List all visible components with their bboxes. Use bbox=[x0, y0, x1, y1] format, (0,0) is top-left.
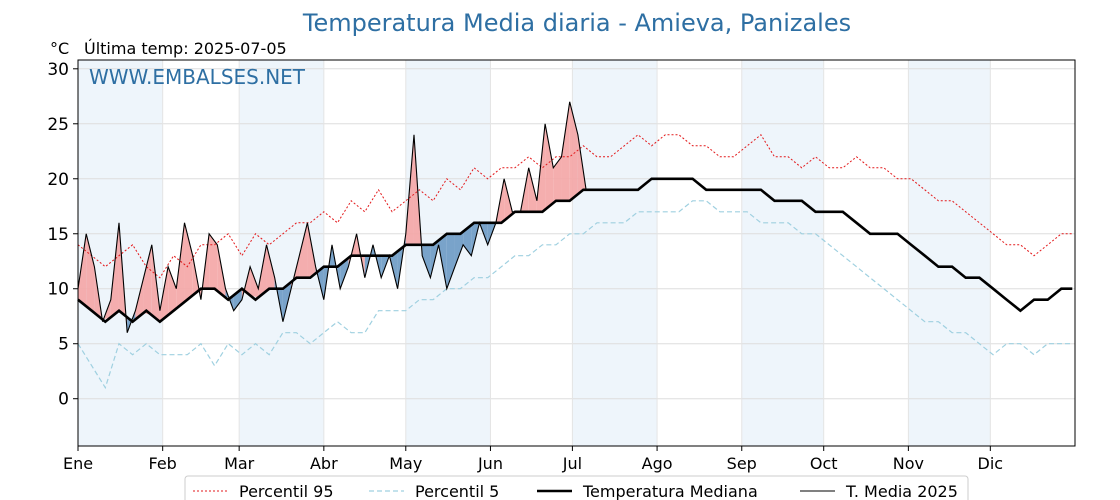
legend-box bbox=[184, 475, 969, 500]
watermark: WWW.EMBALSES.NET bbox=[89, 65, 306, 89]
x-tick-label-dic: Dic bbox=[978, 454, 1004, 473]
fill-above-median bbox=[176, 222, 185, 309]
fill-above-median bbox=[78, 233, 87, 307]
x-tick-label-ene: Ene bbox=[63, 454, 93, 473]
x-axis: Ene Feb Mar Abr May Jun Jul Ago Sep Oct Nov Dic bbox=[63, 446, 1003, 473]
fill-above-median bbox=[159, 266, 169, 322]
x-tick-label-nov: Nov bbox=[893, 454, 924, 473]
x-tick-label-feb: Feb bbox=[149, 454, 177, 473]
month-bands bbox=[78, 60, 991, 446]
y-tick-label: 5 bbox=[58, 335, 69, 355]
fill-above-median bbox=[348, 233, 357, 267]
y-unit-label: °C bbox=[50, 39, 69, 58]
fill-above-median bbox=[184, 222, 193, 302]
legend-label: Percentil 5 bbox=[415, 482, 499, 500]
fill-below-median bbox=[422, 244, 431, 278]
series-line-percentil-5 bbox=[77, 200, 1073, 390]
legend-label: Temperatura Mediana bbox=[582, 482, 758, 500]
x-tick-label-oct: Oct bbox=[810, 454, 838, 473]
fill-above-median bbox=[299, 222, 308, 278]
y-tick-label: 20 bbox=[47, 170, 69, 190]
fill-above-median bbox=[545, 123, 554, 210]
month-band-4 bbox=[741, 60, 824, 446]
fill-below-median bbox=[225, 288, 234, 311]
y-tick-label: 30 bbox=[47, 60, 69, 80]
fill-below-median bbox=[446, 233, 455, 289]
fill-below-median bbox=[340, 257, 349, 289]
plot-frame bbox=[77, 59, 1076, 447]
x-tick-label-jul: Jul bbox=[562, 454, 582, 473]
fill-above-median bbox=[266, 244, 275, 291]
legend-label: T. Media 2025 bbox=[845, 482, 958, 500]
fill-above-median bbox=[143, 244, 152, 316]
series-line-percentil-95 bbox=[77, 134, 1073, 279]
y-tick-label: 10 bbox=[47, 280, 69, 300]
x-tick-label-may: May bbox=[389, 454, 422, 473]
fill-above-median bbox=[209, 233, 218, 291]
last-temp-label: Última temp: 2025-07-05 bbox=[84, 39, 287, 58]
series-lines bbox=[77, 101, 1073, 390]
y-axis: 0 5 10 15 20 25 30 bbox=[47, 60, 78, 410]
fill-below-median bbox=[463, 224, 472, 256]
fill-above-median bbox=[561, 101, 570, 201]
fill-above-median bbox=[528, 167, 537, 212]
y-tick-label: 15 bbox=[47, 225, 69, 245]
fill-above-median bbox=[553, 156, 562, 203]
fill-above-median bbox=[168, 266, 177, 316]
x-tick-label-abr: Abr bbox=[310, 454, 338, 473]
chart-title: Temperatura Media diaria - Amieva, Paniz… bbox=[302, 9, 851, 37]
y-tick-label: 0 bbox=[58, 390, 69, 410]
x-tick-label-mar: Mar bbox=[224, 454, 255, 473]
fill-below-median bbox=[454, 231, 464, 267]
y-tick-label: 25 bbox=[47, 115, 69, 135]
x-tick-label-sep: Sep bbox=[727, 454, 757, 473]
series-line-t-media-2025 bbox=[77, 101, 587, 333]
legend: Percentil 95 Percentil 5 Temperatura Media… bbox=[184, 475, 969, 500]
fill-above-median bbox=[250, 266, 259, 298]
x-tick-label-ago: Ago bbox=[642, 454, 673, 473]
x-tick-label-jun: Jun bbox=[477, 454, 503, 473]
month-band-3 bbox=[572, 60, 658, 446]
legend-label: Percentil 95 bbox=[239, 482, 334, 500]
